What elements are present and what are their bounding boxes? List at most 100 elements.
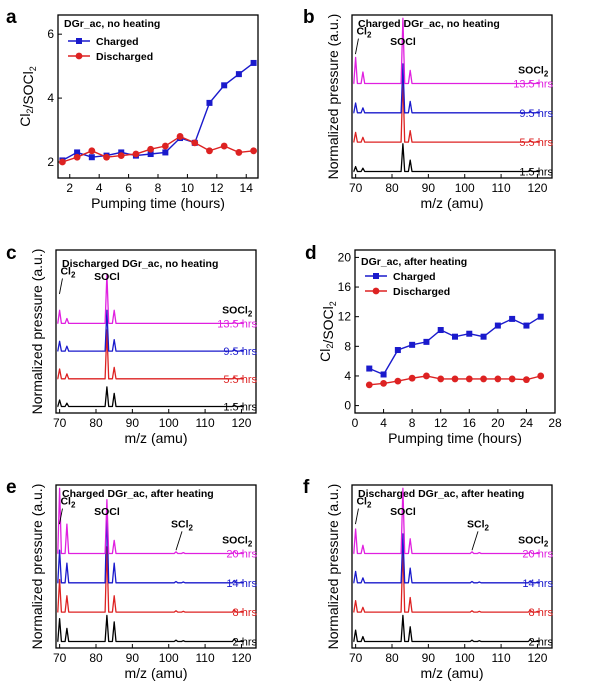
panel-d-xtick-label: 12 [434,416,448,430]
panel-d-point-charged [366,365,373,372]
panel-a-point-discharged [191,139,199,147]
panel-e-xtick-label: 80 [89,651,103,665]
panel-d-ytick-label: 8 [344,339,351,353]
panel-c-title: Discharged DGr_ac, no heating [62,258,218,270]
panel-a-xlabel: Pumping time (hours) [91,195,225,211]
panel-d-point-charged [423,338,430,345]
panel-e-peak-label-main: Cl [60,496,71,508]
panel-d-ylabel: Cl2/SOCl2 [317,301,338,362]
panel-c-plot-frame [55,249,257,414]
panel-a-point-charged [74,149,81,156]
panel-a-legend-marker [76,38,82,44]
panel-d-xtick-label: 4 [380,416,387,430]
panel-f-xlabel: m/z (amu) [421,665,484,681]
panel-f-peak-label-subscript: 2 [544,540,549,549]
panel-e-peak-label: Cl2 [60,496,76,510]
panel-a-legend-label: Charged [96,36,139,48]
panel-a-point-charged [221,82,228,89]
panel-f-plot-frame [351,484,553,649]
panel-a-xtick-label: 10 [181,181,195,195]
panel-c-trace-1_5hrs [57,386,244,408]
panel-d-point-charged [452,333,458,340]
panel-a-point-discharged [73,153,81,161]
panel-c-trace-13_5hrs [57,273,244,325]
panel-d-title: DGr_ac, after heating [361,256,467,268]
panel-c-xtick-label: 80 [89,416,103,430]
panel-b-trace-9_5hrs [353,63,540,114]
panel-b-ylabel: Normalized pressure (a.u.) [325,14,341,180]
panel-a-xtick-label: 12 [210,181,224,195]
panel-a-point-charged [206,99,213,106]
panel-d-ytick-label: 12 [338,310,352,324]
panel-a-point-discharged [103,153,110,161]
panel-e-trace-14hrs [57,508,244,584]
panel-d-ytick-label: 0 [344,399,351,413]
ylabel-part: Cl [17,114,33,127]
panel-f-trace-label: 8 hrs [529,607,554,619]
panel-d-legend-marker [372,287,380,295]
panel-b-title: Charged DGr_ac, no heating [358,18,500,30]
panel-f-xtick-label: 100 [455,651,475,665]
panel-e-xlabel: m/z (amu) [125,665,188,681]
panel-e-trace-2hrs [57,614,244,643]
panel-c-xtick-label: 90 [126,416,140,430]
panel-a-xtick-label: 8 [155,181,162,195]
panel-e-peak-arrow [59,508,63,525]
panel-e-peak-label-subscript: 2 [189,523,194,532]
panel-d-plot-frame [354,249,556,414]
panel-a-point-discharged [59,158,66,166]
panel-f-peak-label-subscript: 2 [485,523,490,532]
panel-d-point-discharged [508,375,516,383]
panel-c-peak-arrow [59,278,63,295]
panel-d-xtick-label: 28 [548,416,562,430]
panel-b-xtick-label: 90 [422,181,436,195]
panel-c-peak-label-main: Cl [60,265,71,277]
panel-e-trace-20hrs [57,487,244,555]
ylabel-subscript: 2 [28,66,38,71]
panel-d-point-charged [480,333,487,340]
panel-d-point-discharged [408,374,416,382]
panel-d-point-discharged [380,379,387,387]
panel-f-peak-label-main: SCl [467,518,485,530]
panel-f-xtick-label: 120 [527,651,547,665]
panel-f-trace-label: 2 hrs [529,636,554,648]
panel-d-point-charged [394,347,401,354]
panel-a-point-discharged [88,147,96,155]
panel-f-xtick-label: 70 [349,651,363,665]
panel-f-title: Discharged DGr_ac, after heating [358,488,524,500]
panel-a-point-discharged [250,147,257,155]
panel-a-xtick-label: 6 [125,181,132,195]
panel-b-xtick-label: 70 [349,181,363,195]
panel-d-point-discharged [480,375,487,383]
panel-d-point-discharged [494,375,502,383]
panel-f-trace-2hrs [353,614,540,643]
panel-a-point-discharged [147,145,155,153]
panel-f-trace-label: 20 hrs [522,548,553,560]
panel-f-peak-label-main: Cl [356,496,367,508]
panel-d-legend-label: Charged [393,271,436,283]
panel-a-point-discharged [132,150,140,158]
panel-e-xtick-label: 100 [159,651,179,665]
panel-b-peak-label-main: SOCl [390,36,416,48]
panel-f-peak-label-main: SOCl [518,535,544,547]
panel-a-point-charged [147,151,154,158]
panel-f-peak-label: Cl2 [356,496,372,510]
panel-b-peak-label: SOCl2 [518,65,549,79]
panel-e-plot-frame [55,484,257,649]
panel-e-peak-label-subscript: 2 [71,501,76,510]
panel-d-point-charged [494,322,501,329]
panel-d-ytick-label: 16 [338,280,352,294]
ylabel-part: Cl [317,349,333,362]
panel-d-point-discharged [394,377,402,385]
panel-a-point-discharged [117,152,125,160]
panel-d-point-discharged [465,375,473,383]
panel-f-peak-arrow [471,531,479,551]
panel-c-trace-label: 9.5 hrs [223,346,257,358]
panel-d-legend-marker [373,273,379,279]
panel-e-peak-label-subscript: 2 [248,540,253,549]
panel-d-point-discharged [365,381,373,389]
panel-d-xtick-label: 8 [409,416,416,430]
panel-a-xtick-label: 4 [96,181,103,195]
panel-d-series-charged-line [369,316,542,376]
panel-b-trace-label: 1.5 hrs [519,166,553,178]
